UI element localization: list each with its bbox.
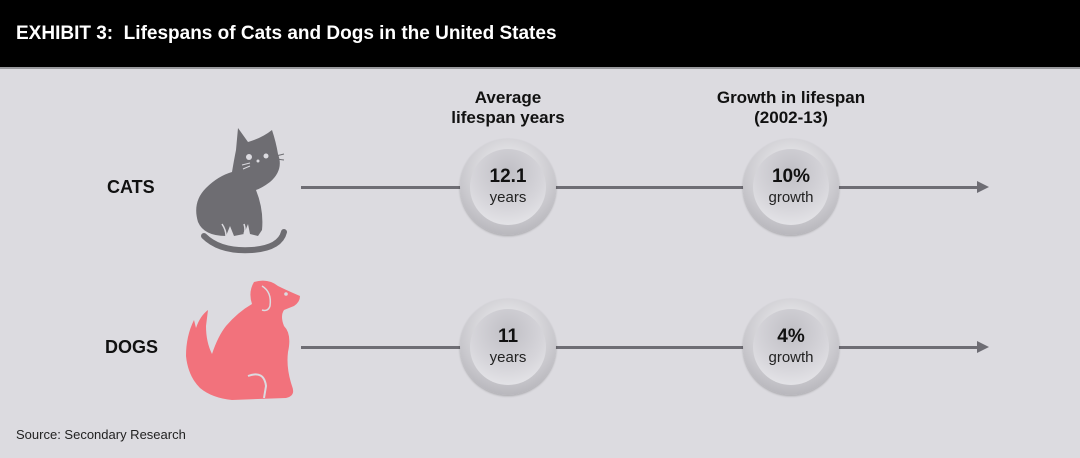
dogs-growth-value: 4% [777, 326, 805, 347]
cats-growth-bubble: 10% growth [743, 139, 839, 235]
column-header-lifespan: Average lifespan years [438, 88, 578, 128]
column-header-line: Growth in lifespan [716, 88, 866, 107]
exhibit-title: EXHIBIT 3: Lifespans of Cats and Dogs in… [16, 23, 557, 44]
cats-growth-unit: growth [768, 189, 814, 206]
cats-growth-value: 10% [771, 166, 811, 187]
header-bar: EXHIBIT 3: Lifespans of Cats and Dogs in… [0, 0, 1080, 67]
cats-lifespan-bubble: 12.1 years [460, 139, 556, 235]
dog-icon [186, 280, 300, 400]
source-note: Source: Secondary Research [16, 427, 186, 442]
row-label-cats: CATS [107, 177, 155, 197]
dogs-growth-bubble: 4% growth [743, 299, 839, 395]
dogs-lifespan-bubble: 11 years [460, 299, 556, 395]
header-divider [0, 67, 1080, 69]
arrow-head-icon [977, 181, 989, 193]
cats-lifespan-unit: years [489, 189, 527, 206]
dogs-growth-unit: growth [768, 349, 814, 366]
column-header-line: lifespan years [451, 108, 565, 127]
column-header-line: Average [474, 88, 542, 107]
row-label-dogs: DOGS [105, 337, 159, 357]
dogs-lifespan-unit: years [489, 349, 527, 366]
arrow-head-icon [977, 341, 989, 353]
column-header-line: (2002-13) [754, 108, 828, 127]
dogs-lifespan-value: 11 [497, 326, 519, 347]
dogs-timeline-line [301, 346, 979, 349]
cats-timeline-line [301, 186, 979, 189]
cat-icon [196, 128, 287, 254]
column-header-growth: Growth in lifespan (2002-13) [696, 88, 886, 128]
cats-lifespan-value: 12.1 [489, 166, 527, 187]
